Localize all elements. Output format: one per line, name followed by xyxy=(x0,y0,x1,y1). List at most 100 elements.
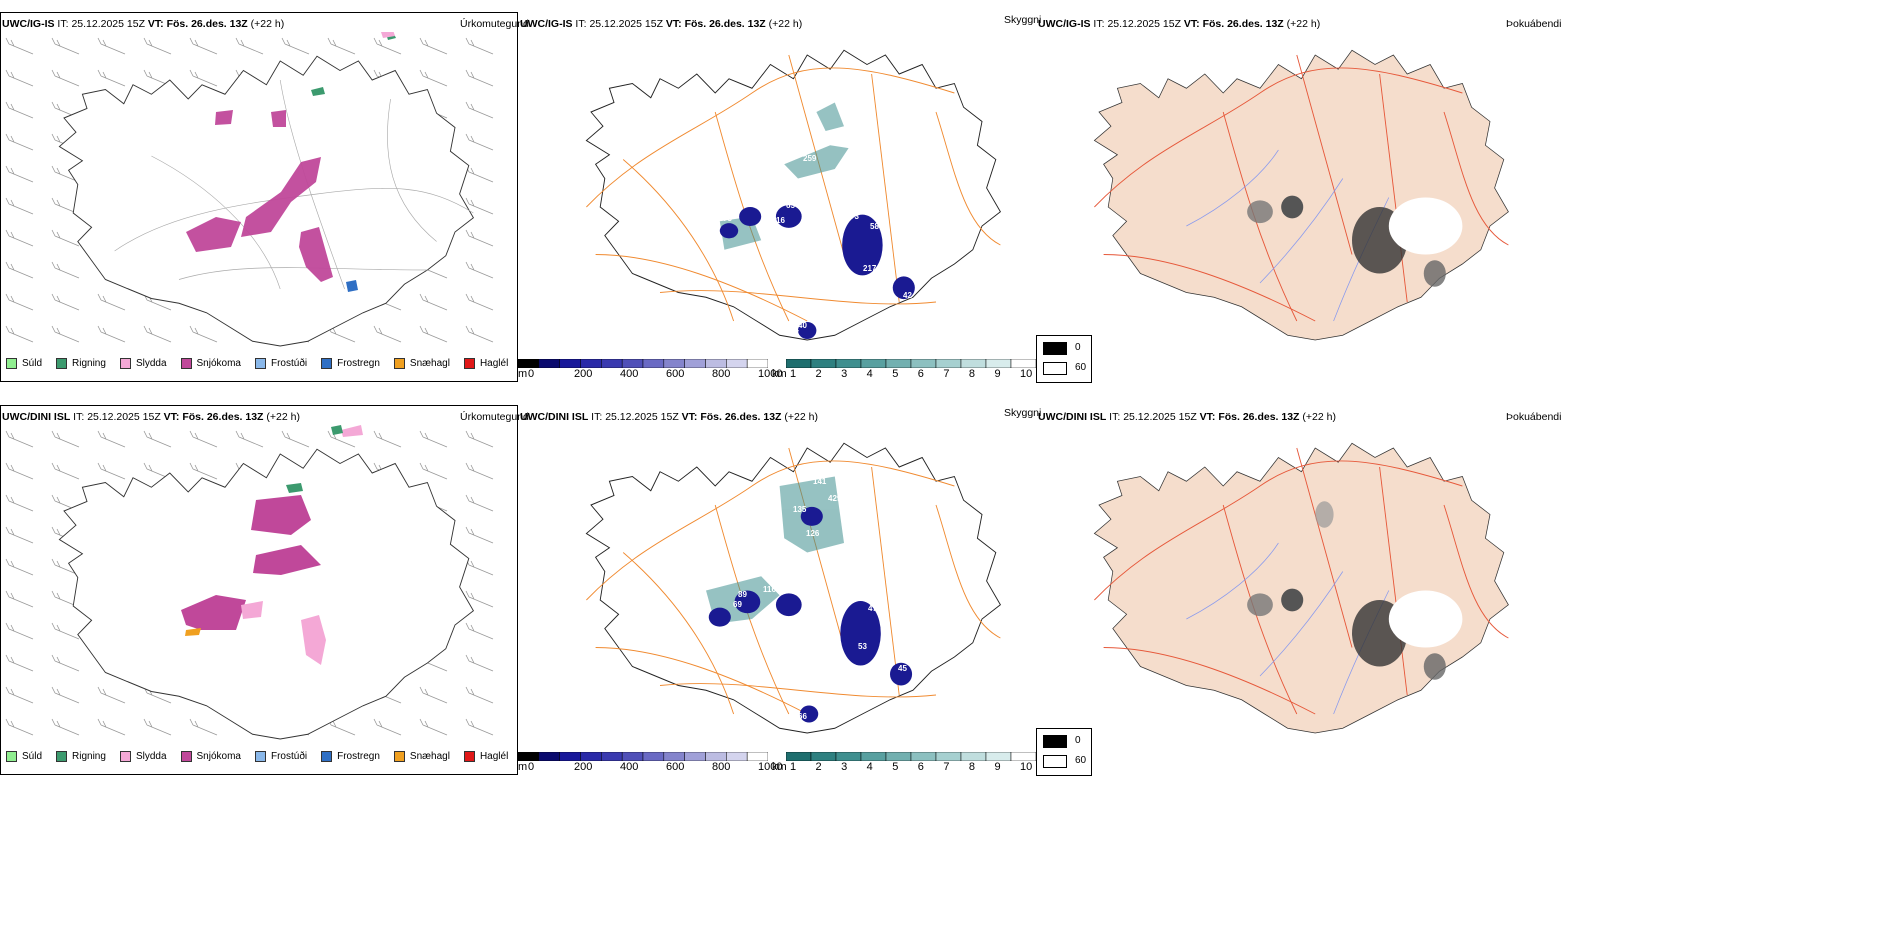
legend-item: Rigning xyxy=(56,751,106,762)
colorbar-cell xyxy=(885,752,912,761)
colorbar-cell xyxy=(786,359,812,368)
colorbar-cell xyxy=(621,752,644,761)
colorbar-cell xyxy=(705,359,727,368)
colorbar-tick-label: 200 xyxy=(574,761,593,773)
legend-label: Rigning xyxy=(72,751,106,762)
fog-legend-high: 0 xyxy=(1075,342,1081,353)
colorbar-cell xyxy=(642,752,665,761)
cloud-base-value-label: 40 xyxy=(798,321,807,330)
cloud-base-value-label: 45 xyxy=(898,664,907,673)
wind-barb xyxy=(189,430,218,448)
legend-label: Frostregn xyxy=(337,751,380,762)
wind-barb xyxy=(419,462,448,480)
colorbar-tick-label: 2 xyxy=(815,368,822,380)
colorbar-cell xyxy=(663,752,685,761)
fog-panel-title: Þokuábendi xyxy=(1506,18,1562,30)
cloud-base-value-label: 73 xyxy=(850,212,859,221)
orange-roads xyxy=(586,447,1001,715)
legend-item: Snæhagl xyxy=(393,358,450,369)
cloud-base-value-label: 73 xyxy=(723,214,732,223)
wind-barb xyxy=(51,430,80,448)
vis-panel-title: Skyggni xyxy=(1004,14,1042,26)
cloud-base-value-label: 53 xyxy=(858,642,867,651)
fog-legend-high: 0 xyxy=(1075,735,1081,746)
colorbar-cell xyxy=(985,359,1012,368)
wind-barb xyxy=(5,558,34,576)
wind-barb xyxy=(465,686,494,704)
init-time: 25.12.2025 15Z xyxy=(1123,411,1197,423)
precip-frame xyxy=(0,12,518,382)
colorbar-tick-label: 5 xyxy=(892,761,899,773)
wind-barb xyxy=(143,325,172,343)
legend-item: Rigning xyxy=(56,358,106,369)
wind-barb xyxy=(5,654,34,672)
cloud-base-value-label: 89 xyxy=(738,590,747,599)
colorbar-tick-label: 0 xyxy=(528,368,535,380)
lead-time: (+22 h) xyxy=(768,18,803,30)
valid-label: VT: xyxy=(1183,18,1200,30)
wind-barb xyxy=(5,69,34,87)
init-time: 25.12.2025 15Z xyxy=(1107,18,1181,30)
wind-barb xyxy=(5,718,34,736)
forecast-header: UWC/DINI ISL IT: 25.12.2025 15Z VT: Fös.… xyxy=(2,411,300,423)
lead-time: (+22 h) xyxy=(784,411,818,423)
colorbar-tick-label: 0 xyxy=(528,761,535,773)
valid-time: Fös. 26.des. 13Z xyxy=(700,411,782,423)
legend-item: Frostúði xyxy=(254,358,307,369)
wind-barb xyxy=(189,325,218,343)
fog-panel-title: Þokuábendi xyxy=(1506,411,1562,423)
colorbar-tick-label: 2 xyxy=(815,761,822,773)
ice-pellet-areas xyxy=(185,628,201,636)
lead-time: (+22 h) xyxy=(1302,411,1336,423)
legend-label: Rigning xyxy=(72,358,106,369)
legend-label: Snjókoma xyxy=(196,751,241,762)
snowfall-areas xyxy=(186,110,333,282)
legend-swatch xyxy=(254,358,266,369)
wind-barb xyxy=(97,686,126,704)
legend-item: Súld xyxy=(6,751,42,762)
cloud-base-value-label: 51 xyxy=(798,590,807,599)
legend-item: Snjókoma xyxy=(180,358,241,369)
fog-map xyxy=(1093,442,1509,734)
row2-fog-panel: UWC/DINI ISL IT: 25.12.2025 15Z VT: Fös.… xyxy=(1036,405,1561,775)
vis-map: 259 116 65 73 16 73 58 217 42 40 21 67 xyxy=(585,49,1001,341)
colorbar-tick-label: 400 xyxy=(620,761,639,773)
wind-barb xyxy=(419,718,448,736)
colorbar-cell xyxy=(835,359,862,368)
colorbar-cell xyxy=(538,359,560,368)
valid-time: Fös. 26.des. 13Z xyxy=(684,18,766,30)
colorbar-tick-label: 400 xyxy=(620,368,639,380)
vis-map: 141 206 429 135 126 89 116 51 69 71 47 53 45 50 66 xyxy=(585,442,1001,734)
colorbar-cell xyxy=(910,752,937,761)
wind-barb xyxy=(465,430,494,448)
init-label: IT: xyxy=(575,18,587,30)
init-time: 25.12.2025 15Z xyxy=(71,18,145,30)
legend-swatch xyxy=(180,751,192,762)
wind-barb xyxy=(465,293,494,311)
cloud-base-value-label: 65 xyxy=(786,201,795,210)
cloud-base-value-label: 135 xyxy=(793,505,807,514)
init-label: IT: xyxy=(57,18,69,30)
cloud-base-value-label: 50 xyxy=(778,712,787,721)
colorbar-cell xyxy=(786,752,812,761)
legend-label: Slydda xyxy=(135,358,167,369)
colorbar-cell xyxy=(885,359,912,368)
legend-swatch xyxy=(321,751,333,762)
cloud-base-value-label: 66 xyxy=(798,712,807,721)
valid-time: Fös. 26.des. 13Z xyxy=(182,411,264,423)
colorbar-cell xyxy=(1010,752,1036,761)
wind-barb xyxy=(5,686,34,704)
wind-barb xyxy=(5,37,34,55)
legend-swatch xyxy=(393,358,405,369)
wind-barb xyxy=(189,718,218,736)
colorbar-tick-label: 9 xyxy=(994,761,1001,773)
colorbar-cell xyxy=(960,359,987,368)
colorbar-tick-label: 1000 xyxy=(758,368,783,380)
colorbar-tick-label: 7 xyxy=(943,761,950,773)
row2-precip-panel: UWC/DINI ISL IT: 25.12.2025 15Z VT: Fös.… xyxy=(0,405,529,775)
cloud-base-value-label: 116 xyxy=(763,585,776,594)
cloud-base-value-label: 58 xyxy=(870,222,879,231)
colorbar-tick-label: 3 xyxy=(841,761,848,773)
colorbar-cell xyxy=(835,752,862,761)
cloud-base-value-label: 71 xyxy=(850,590,859,599)
